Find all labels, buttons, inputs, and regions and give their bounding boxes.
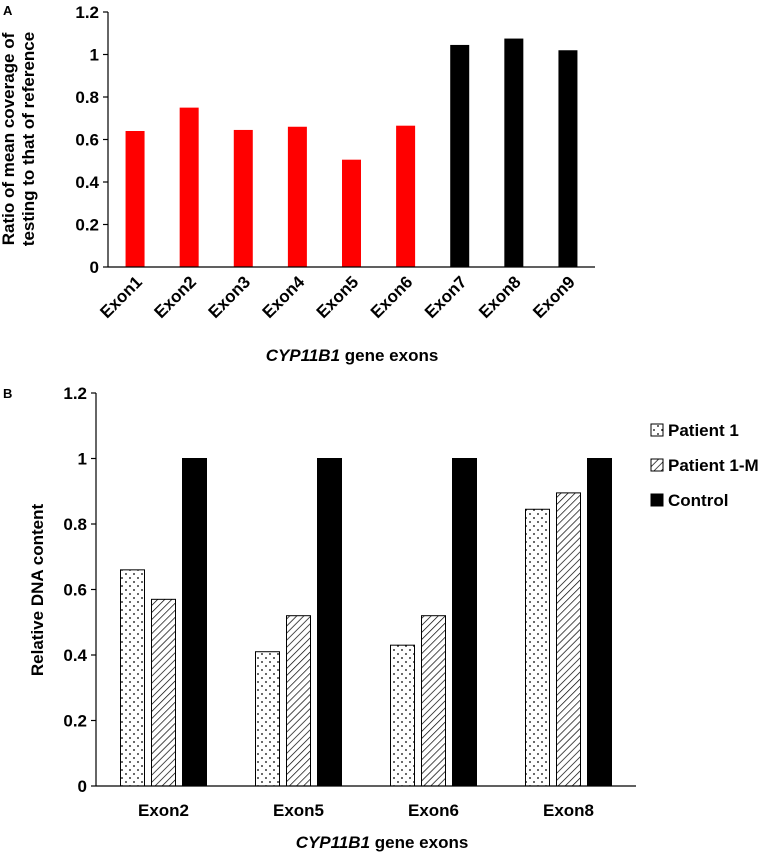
panel-b-y-tick-label: 0: [78, 777, 87, 796]
panel-b-y-tick-labels: 0 0.2 0.4 0.6 0.8 1 1.2: [63, 384, 96, 796]
panel-a-bar: [396, 125, 416, 267]
panel-b-y-tick-label: 0.8: [63, 515, 87, 534]
panel-a-y-tick-label: 0.8: [75, 88, 99, 107]
panel-a-bar: [125, 131, 145, 267]
panel-b-x-tick-label: Exon2: [138, 801, 189, 820]
panel-b-bar: [286, 615, 311, 787]
panel-a-y-tick-labels: 0 0.2 0.4 0.6 0.8 1 1.2: [75, 3, 108, 277]
legend-label: Patient 1-M: [668, 456, 759, 475]
panel-b-y-tick-label: 0.6: [63, 581, 87, 600]
panel-b-x-tick-label: Exon5: [273, 801, 324, 820]
panel-b-bar: [151, 598, 176, 787]
panel-a-bar: [450, 44, 470, 267]
panel-b-bar: [587, 458, 612, 787]
panel-a-bar: [342, 159, 361, 267]
panel-a-x-tick-label: Exon2: [150, 272, 200, 322]
panel-a-x-tick-label: Exon4: [259, 272, 309, 322]
panel-b-bar: [120, 569, 145, 787]
panel-a-y-tick-label: 1: [90, 46, 99, 65]
panel-b-y-axis-title: Relative DNA content: [28, 504, 47, 677]
panel-a-x-tick-label: Exon7: [421, 272, 471, 322]
panel-a-y-tick-label: 1.2: [75, 3, 99, 22]
panel-b-y-tick-label: 1.2: [63, 384, 87, 403]
panel-b-y-tick-label: 0.2: [63, 712, 87, 731]
panel-a: A Ratio of mean coverage of testing to t…: [0, 3, 595, 365]
panel-b-x-tick-label: Exon8: [543, 801, 594, 820]
panel-a-x-tick-label: Exon6: [367, 272, 417, 322]
panel-a-bar: [179, 107, 199, 267]
panel-b-bar: [556, 492, 581, 787]
panel-a-bar: [233, 129, 253, 267]
panel-a-y-tick-label: 0.6: [75, 131, 99, 150]
panel-b-bar: [255, 651, 280, 787]
panel-a-x-tick-label: Exon5: [313, 272, 363, 322]
panel-b-legend: Patient 1 Patient 1-M Control: [650, 421, 759, 510]
panel-b-xlabel-italic: CYP11B1: [296, 833, 370, 852]
legend-swatch: [650, 458, 664, 472]
panel-b-bar: [390, 644, 415, 787]
panel-b-bar: [525, 508, 550, 787]
panel-a-x-tick-labels: Exon1 Exon2 Exon3 Exon4 Exon5 Exon6 Exon7 Exon8…: [96, 272, 578, 322]
panel-a-x-tick-label: Exon1: [96, 272, 146, 322]
panel-b-x-axis-title: CYP11B1 gene exons: [296, 833, 469, 852]
panel-a-bars: [125, 38, 578, 267]
panel-a-x-tick-label: Exon8: [475, 272, 525, 322]
panel-b: B Relative DNA content 0 0.2 0.4 0.6 0.8 1 1.2…: [3, 384, 759, 852]
panel-a-y-tick-label: 0.4: [75, 173, 99, 192]
legend-swatch: [650, 493, 664, 507]
panel-b-y-tick-label: 1: [78, 450, 87, 469]
panel-a-bar: [558, 50, 578, 267]
panel-b-bar: [182, 458, 207, 787]
panel-a-bar: [287, 126, 307, 267]
panel-b-bar: [452, 458, 477, 787]
panel-b-bar: [317, 458, 342, 787]
panel-a-ylabel-line1: Ratio of mean coverage of: [0, 32, 18, 245]
panel-b-bar: [421, 615, 446, 787]
panel-a-letter: A: [3, 3, 13, 18]
panel-a-x-tick-label: Exon3: [205, 272, 255, 322]
panel-b-xlabel-rest: gene exons: [370, 833, 468, 852]
panel-a-x-axis-title: CYP11B1 gene exons: [266, 346, 439, 365]
panel-b-ylabel: Relative DNA content: [28, 504, 47, 677]
panel-a-ylabel-line2: testing to that of reference: [19, 32, 38, 246]
panel-b-y-tick-label: 0.4: [63, 646, 87, 665]
panel-a-y-tick-label: 0.2: [75, 216, 99, 235]
legend-label: Control: [668, 491, 728, 510]
legend-label: Patient 1: [668, 421, 739, 440]
panel-a-xlabel-rest: gene exons: [340, 346, 438, 365]
panel-b-x-tick-labels: Exon2 Exon5 Exon6 Exon8: [138, 801, 594, 820]
panel-a-xlabel-italic: CYP11B1: [266, 346, 340, 365]
panel-b-x-tick-label: Exon6: [408, 801, 459, 820]
panel-a-x-tick-label: Exon9: [529, 272, 579, 322]
panel-b-bars: [120, 458, 612, 787]
panel-a-y-axis-title: Ratio of mean coverage of testing to tha…: [0, 32, 38, 246]
panel-a-y-tick-label: 0: [90, 258, 99, 277]
panel-a-bar: [504, 38, 524, 267]
legend-swatch: [650, 423, 664, 437]
panel-b-letter: B: [3, 386, 12, 401]
